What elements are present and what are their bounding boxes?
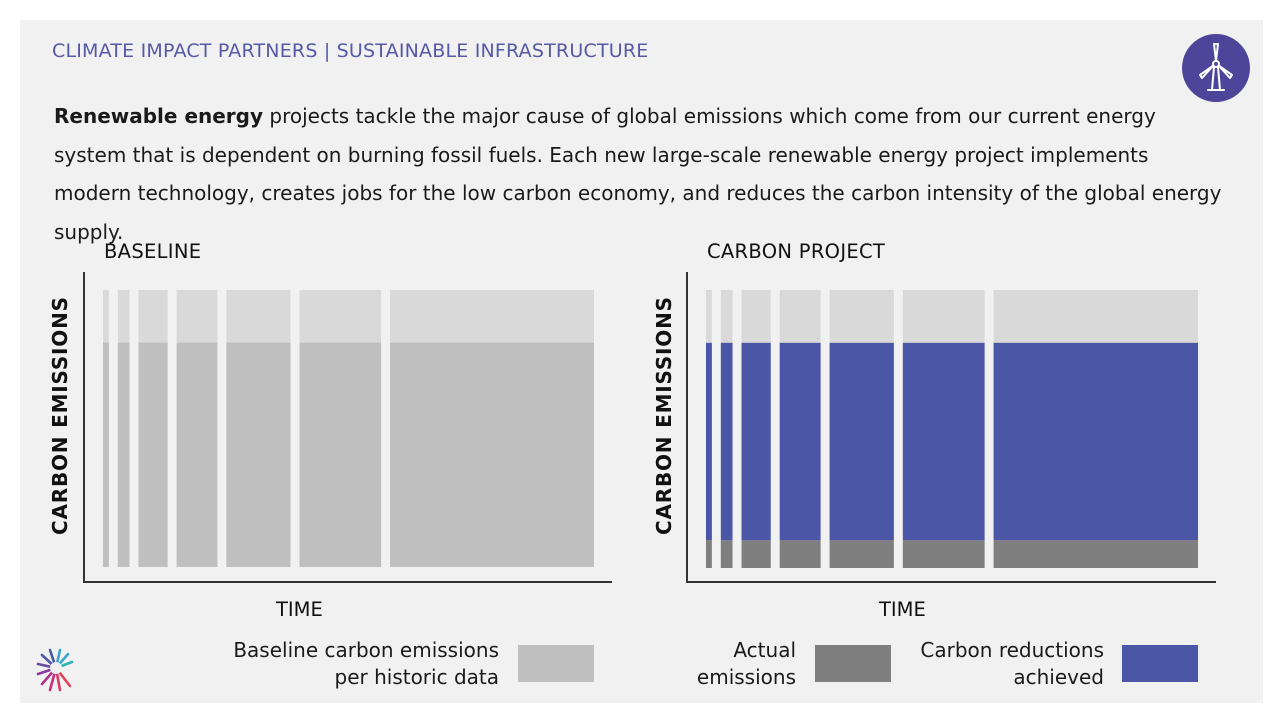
legend-reductions-swatch <box>1122 645 1198 682</box>
header-title: CLIMATE IMPACT PARTNERS | SUSTAINABLE IN… <box>52 40 649 62</box>
bar-segment <box>829 540 894 568</box>
wind-turbine-icon <box>1199 43 1233 91</box>
bar-segment <box>138 342 168 567</box>
bar-segment <box>176 342 218 567</box>
bar-segment <box>829 342 894 541</box>
bar-segment <box>706 540 712 568</box>
x-axis-project <box>686 581 1216 583</box>
bar-segment <box>390 342 594 567</box>
y-axis-project <box>686 272 688 582</box>
legend-baseline-line1: Baseline carbon emissions <box>233 638 499 662</box>
badge <box>1182 34 1250 102</box>
intro-text: projects tackle the major cause of globa… <box>54 104 1222 244</box>
chart-title-baseline: BASELINE <box>104 240 202 263</box>
x-axis-label-baseline: TIME <box>276 598 323 621</box>
bar-segment <box>720 342 733 541</box>
bar-segment <box>226 342 291 567</box>
bar-segment <box>706 342 712 541</box>
legend-reductions-label: Carbon reductions achieved <box>920 637 1104 691</box>
bar-segment <box>902 342 985 541</box>
y-axis-baseline <box>83 272 85 582</box>
bar-segment <box>779 342 821 541</box>
bar-segment <box>103 342 109 567</box>
legend-reductions-line1: Carbon reductions <box>920 638 1104 662</box>
intro-paragraph: Renewable energy projects tackle the maj… <box>54 97 1224 251</box>
bar-segment <box>720 540 733 568</box>
legend-baseline-line2: per historic data <box>334 665 500 689</box>
bar-segment <box>993 540 1198 568</box>
x-axis-baseline <box>83 581 612 583</box>
legend-actual-line1: Actual <box>733 638 796 662</box>
bar-segment <box>741 342 771 541</box>
bar-segment <box>902 540 985 568</box>
x-axis-label-project: TIME <box>879 598 926 621</box>
bar-segment <box>741 540 771 568</box>
bar-segment <box>993 342 1198 541</box>
legend-actual-label: Actual emissions <box>697 637 796 691</box>
bar-segment <box>117 342 130 567</box>
legend-baseline-swatch <box>518 645 594 682</box>
chart-title-project: CARBON PROJECT <box>707 240 886 263</box>
climate-impact-partners-logo <box>36 648 74 692</box>
legend-reductions-line2: achieved <box>1013 665 1104 689</box>
bar-segment <box>779 540 821 568</box>
legend-actual-line2: emissions <box>696 665 796 689</box>
legend-actual-swatch <box>815 645 891 682</box>
legend-baseline-label: Baseline carbon emissions per historic d… <box>233 637 499 691</box>
bar-segment <box>299 342 382 567</box>
intro-bold: Renewable energy <box>54 104 264 128</box>
